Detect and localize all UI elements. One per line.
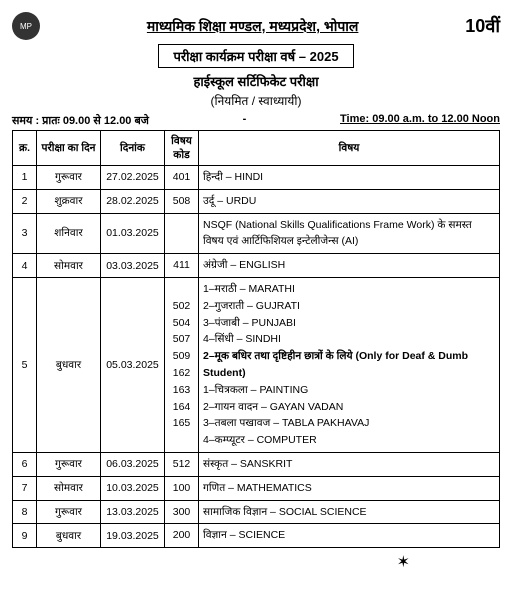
time-en: Time: 09.00 a.m. to 12.00 Noon (340, 113, 500, 128)
cell-code: 300 (165, 500, 199, 524)
table-row: 2शुक्रवार28.02.2025508उर्दू – URDU (13, 189, 500, 213)
cell-day: शनिवार (37, 213, 101, 254)
exam-schedule-table: क्र. परीक्षा का दिन दिनांक विषय कोड विषय… (12, 130, 500, 548)
cell-srno: 6 (13, 452, 37, 476)
cell-date: 01.03.2025 (101, 213, 165, 254)
org-title: माध्यमिक शिक्षा मण्डल, मध्यप्रदेश, भोपाल (48, 17, 457, 36)
time-hi: समय : प्रातः 09.00 से 12.00 बजे (12, 113, 149, 128)
cell-day: सोमवार (37, 254, 101, 278)
cell-subject: NSQF (National Skills Qualifications Fra… (199, 213, 500, 254)
class-label: 10वीं (465, 14, 500, 38)
table-row: 5बुधवार05.03.202550250450750916216316416… (13, 277, 500, 452)
col-code: विषय कोड (165, 131, 199, 166)
cell-code: 411 (165, 254, 199, 278)
cell-subject: विज्ञान – SCIENCE (199, 524, 500, 548)
cell-date: 03.03.2025 (101, 254, 165, 278)
cell-srno: 3 (13, 213, 37, 254)
cell-date: 10.03.2025 (101, 476, 165, 500)
cell-code: 401 (165, 166, 199, 190)
cell-srno: 1 (13, 166, 37, 190)
col-date: दिनांक (101, 131, 165, 166)
cell-srno: 9 (13, 524, 37, 548)
cell-date: 28.02.2025 (101, 189, 165, 213)
cell-subject: हिन्दी – HINDI (199, 166, 500, 190)
table-row: 9बुधवार19.03.2025200विज्ञान – SCIENCE (13, 524, 500, 548)
cell-code: 100 (165, 476, 199, 500)
cell-date: 13.03.2025 (101, 500, 165, 524)
cell-day: शुक्रवार (37, 189, 101, 213)
cell-subject: अंग्रेजी – ENGLISH (199, 254, 500, 278)
table-row: 6गुरूवार06.03.2025512संस्कृत – SANSKRIT (13, 452, 500, 476)
table-row: 8गुरूवार13.03.2025300सामाजिक विज्ञान – S… (13, 500, 500, 524)
cell-date: 19.03.2025 (101, 524, 165, 548)
program-title: परीक्षा कार्यक्रम परीक्षा वर्ष – 2025 (158, 44, 353, 68)
table-row: 3शनिवार01.03.2025 NSQF (National Skills Q… (13, 213, 500, 254)
cell-code: 502504507509162163164165 (165, 277, 199, 452)
cell-date: 05.03.2025 (101, 277, 165, 452)
cell-srno: 5 (13, 277, 37, 452)
cell-code: 200 (165, 524, 199, 548)
header-row: MP माध्यमिक शिक्षा मण्डल, मध्यप्रदेश, भो… (12, 12, 500, 40)
col-day: परीक्षा का दिन (37, 131, 101, 166)
table-row: 1गुरूवार27.02.2025401हिन्दी – HINDI (13, 166, 500, 190)
cell-code: 508 (165, 189, 199, 213)
cell-srno: 4 (13, 254, 37, 278)
table-body: 1गुरूवार27.02.2025401हिन्दी – HINDI2शुक्… (13, 166, 500, 548)
exam-title: हाईस्कूल सर्टिफिकेट परीक्षा (12, 72, 500, 90)
cell-subject: 1–मराठी – MARATHI2–गुजराती – GUJRATI3–पं… (199, 277, 500, 452)
cell-day: गुरूवार (37, 166, 101, 190)
col-srno: क्र. (13, 131, 37, 166)
cell-subject: सामाजिक विज्ञान – SOCIAL SCIENCE (199, 500, 500, 524)
table-row: 7सोमवार10.03.2025100गणित – MATHEMATICS (13, 476, 500, 500)
cell-day: सोमवार (37, 476, 101, 500)
col-subject: विषय (199, 131, 500, 166)
cell-day: गुरूवार (37, 452, 101, 476)
cell-srno: 8 (13, 500, 37, 524)
cell-date: 06.03.2025 (101, 452, 165, 476)
cell-code (165, 213, 199, 254)
cell-subject: उर्दू – URDU (199, 189, 500, 213)
signature: ✶ (12, 552, 500, 572)
cell-srno: 2 (13, 189, 37, 213)
time-row: समय : प्रातः 09.00 से 12.00 बजे - Time: … (12, 113, 500, 128)
time-dash: - (243, 113, 247, 128)
cell-date: 27.02.2025 (101, 166, 165, 190)
cell-day: गुरूवार (37, 500, 101, 524)
cell-subject: गणित – MATHEMATICS (199, 476, 500, 500)
board-logo: MP (12, 12, 40, 40)
cell-code: 512 (165, 452, 199, 476)
cell-day: बुधवार (37, 277, 101, 452)
cell-subject: संस्कृत – SANSKRIT (199, 452, 500, 476)
cell-day: बुधवार (37, 524, 101, 548)
table-row: 4सोमवार03.03.2025411अंग्रेजी – ENGLISH (13, 254, 500, 278)
cell-srno: 7 (13, 476, 37, 500)
exam-mode: (नियमित / स्वाध्यायी) (12, 92, 500, 109)
table-header-row: क्र. परीक्षा का दिन दिनांक विषय कोड विषय (13, 131, 500, 166)
